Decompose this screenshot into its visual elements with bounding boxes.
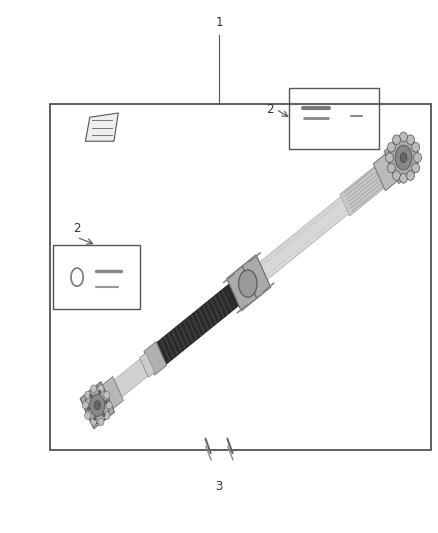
- Circle shape: [392, 171, 400, 180]
- Polygon shape: [242, 255, 271, 298]
- Text: 1: 1: [215, 17, 223, 29]
- Polygon shape: [140, 353, 155, 377]
- Circle shape: [98, 385, 104, 392]
- Ellipse shape: [90, 394, 105, 416]
- Polygon shape: [85, 113, 118, 141]
- Ellipse shape: [395, 146, 412, 170]
- Ellipse shape: [94, 401, 100, 410]
- Polygon shape: [373, 154, 397, 191]
- Circle shape: [85, 412, 91, 419]
- Ellipse shape: [105, 400, 107, 403]
- Polygon shape: [80, 382, 114, 429]
- Ellipse shape: [389, 135, 418, 180]
- Circle shape: [413, 153, 421, 163]
- Circle shape: [98, 418, 104, 426]
- Polygon shape: [227, 266, 257, 311]
- Text: 2: 2: [73, 222, 81, 235]
- Circle shape: [104, 391, 110, 399]
- Circle shape: [388, 142, 396, 152]
- Polygon shape: [384, 147, 404, 184]
- Ellipse shape: [85, 387, 110, 423]
- Ellipse shape: [99, 390, 101, 394]
- Circle shape: [91, 385, 97, 392]
- Ellipse shape: [87, 407, 90, 411]
- Circle shape: [399, 174, 407, 183]
- Ellipse shape: [102, 413, 105, 417]
- Polygon shape: [254, 197, 349, 284]
- Text: 2: 2: [266, 103, 274, 116]
- Polygon shape: [144, 342, 166, 375]
- Bar: [289, 88, 379, 149]
- Ellipse shape: [94, 416, 96, 421]
- Circle shape: [392, 135, 400, 144]
- Circle shape: [412, 163, 420, 173]
- Bar: [50, 104, 431, 450]
- Circle shape: [406, 171, 414, 180]
- Ellipse shape: [89, 394, 92, 398]
- Polygon shape: [340, 161, 391, 216]
- Circle shape: [104, 412, 110, 419]
- Circle shape: [406, 135, 414, 144]
- Ellipse shape: [400, 153, 407, 163]
- Circle shape: [85, 391, 91, 399]
- Circle shape: [82, 401, 88, 409]
- Polygon shape: [102, 377, 124, 409]
- Circle shape: [399, 132, 407, 142]
- Circle shape: [106, 401, 112, 409]
- Circle shape: [385, 153, 393, 163]
- Ellipse shape: [239, 270, 257, 297]
- Bar: [53, 245, 140, 309]
- Polygon shape: [156, 284, 239, 365]
- Circle shape: [91, 418, 97, 426]
- Polygon shape: [113, 359, 148, 399]
- Circle shape: [412, 142, 420, 152]
- Text: 3: 3: [215, 480, 223, 492]
- Circle shape: [388, 163, 396, 173]
